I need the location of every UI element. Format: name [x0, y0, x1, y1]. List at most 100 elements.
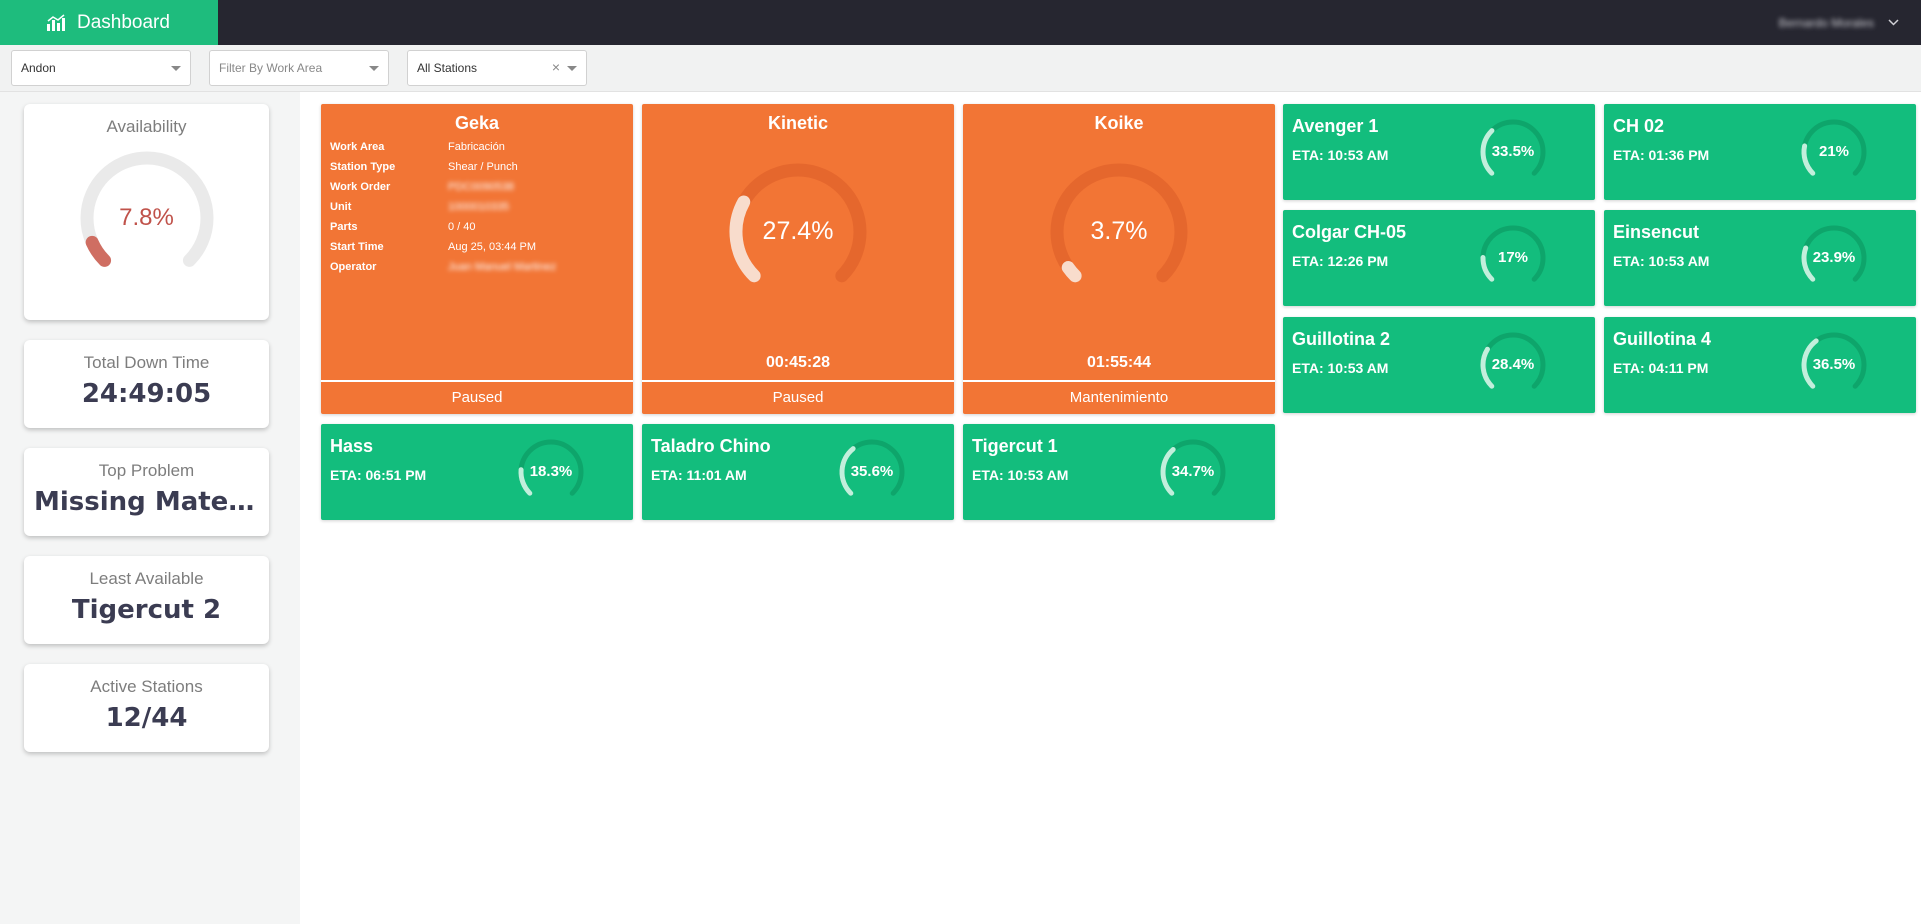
- station-eta: ETA: 10:53 AM: [1613, 253, 1710, 269]
- station-status: Mantenimiento: [963, 380, 1275, 414]
- view-select-value: Andon: [21, 61, 56, 75]
- stations-select-value: All Stations: [417, 61, 478, 75]
- detail-key: Parts: [330, 221, 358, 233]
- station-name: Koike: [1094, 113, 1144, 133]
- station-eta: ETA: 12:26 PM: [1292, 253, 1389, 269]
- detail-row: Work Area Fabricación: [330, 141, 556, 161]
- station-tile-colgar-ch-05[interactable]: Colgar CH-05 ETA: 12:26 PM 17%: [1283, 210, 1595, 306]
- availability-gauge-track: [80, 151, 213, 267]
- station-name: Geka: [454, 113, 500, 133]
- stations-select[interactable]: All Stations ×: [407, 50, 587, 86]
- detail-key: Start Time: [330, 241, 384, 253]
- station-percent: 21%: [1818, 143, 1850, 160]
- detail-value: 1000010335: [448, 201, 510, 213]
- detail-value: Juan Manuel Martinez: [448, 261, 557, 273]
- station-gauge: [1801, 119, 1867, 176]
- station-eta: ETA: 11:01 AM: [651, 467, 747, 483]
- station-status: Paused: [642, 380, 954, 414]
- station-percent: 33.5%: [1491, 143, 1535, 160]
- station-tile-einsencut[interactable]: Einsencut ETA: 10:53 AM 23.9%: [1604, 210, 1916, 306]
- station-gauge: [729, 163, 867, 283]
- clear-icon[interactable]: ×: [551, 59, 560, 75]
- station-eta: ETA: 10:53 AM: [1292, 147, 1389, 163]
- station-tile-tigercut-1[interactable]: Tigercut 1 ETA: 10:53 AM 34.7%: [963, 424, 1275, 520]
- station-gauge: [1801, 225, 1867, 282]
- dashboard-brand[interactable]: Dashboard: [0, 0, 218, 45]
- station-gauge-fill: [729, 195, 761, 283]
- station-tile-geka[interactable]: Geka Work Area Fabricación Station Type …: [321, 104, 633, 414]
- station-tile-taladro-chino[interactable]: Taladro Chino ETA: 11:01 AM 35.6%: [642, 424, 954, 520]
- top-bar: Dashboard Bernardo Morales: [0, 0, 1921, 45]
- availability-card: Availability 7.8%: [24, 104, 269, 320]
- station-gauge-fill: [1160, 446, 1176, 496]
- availability-label: Availability: [106, 117, 187, 136]
- station-timer: 00:45:28: [765, 354, 831, 371]
- detail-key: Operator: [330, 261, 377, 273]
- station-name: CH 02: [1613, 116, 1665, 136]
- active-stations-value: 12/44: [105, 703, 188, 733]
- station-gauge-fill: [1480, 346, 1495, 389]
- stations-grid: Geka Work Area Fabricación Station Type …: [300, 92, 1921, 924]
- top-problem-value: Missing Material: [34, 487, 269, 517]
- station-name: Tigercut 1: [972, 436, 1058, 456]
- station-gauge-fill: [1480, 255, 1495, 282]
- user-menu[interactable]: Bernardo Morales: [1779, 0, 1899, 45]
- detail-key: Work Order: [330, 181, 391, 193]
- station-name: Colgar CH-05: [1292, 222, 1407, 242]
- detail-value: 0 / 40: [448, 221, 476, 233]
- bar-chart-icon: [47, 13, 65, 31]
- caret-down-icon: [171, 66, 181, 71]
- detail-row: Operator Juan Manuel Martinez: [330, 261, 556, 281]
- caret-down-icon: [369, 66, 379, 71]
- station-percent: 28.4%: [1491, 356, 1535, 373]
- station-gauge: [1050, 163, 1188, 283]
- detail-row: Unit 1000010335: [330, 201, 556, 221]
- station-tile-avenger-1[interactable]: Avenger 1 ETA: 10:53 AM 33.5%: [1283, 104, 1595, 200]
- station-eta: ETA: 10:53 AM: [972, 467, 1069, 483]
- station-gauge: [839, 439, 905, 496]
- detail-value: Aug 25, 03:44 PM: [448, 241, 537, 253]
- detail-key: Unit: [330, 201, 352, 213]
- station-tile-guillotina-4[interactable]: Guillotina 4 ETA: 04:11 PM 36.5%: [1604, 317, 1916, 413]
- station-name: Einsencut: [1613, 222, 1700, 242]
- station-percent: 35.6%: [850, 463, 894, 480]
- view-select[interactable]: Andon: [11, 50, 191, 86]
- station-gauge-track: [1050, 163, 1188, 283]
- station-gauge-fill: [1801, 143, 1816, 176]
- station-name: Guillotina 4: [1613, 329, 1712, 349]
- station-percent: 18.3%: [529, 463, 573, 480]
- station-gauge-fill: [1801, 338, 1819, 389]
- availability-ring: [80, 151, 213, 267]
- station-percent: 36.5%: [1812, 356, 1856, 373]
- station-tile-guillotina-2[interactable]: Guillotina 2 ETA: 10:53 AM 28.4%: [1283, 317, 1595, 413]
- station-gauge: [1480, 119, 1546, 176]
- user-name: Bernardo Morales: [1778, 15, 1874, 30]
- top-problem-card: Top Problem Missing Material: [24, 448, 269, 536]
- chevron-down-icon: [1888, 19, 1899, 26]
- station-name: Hass: [330, 436, 374, 456]
- station-name: Taladro Chino: [651, 436, 771, 456]
- station-name: Guillotina 2: [1292, 329, 1391, 349]
- detail-row: Station Type Shear / Punch: [330, 161, 556, 181]
- station-tile-hass[interactable]: Hass ETA: 06:51 PM 18.3%: [321, 424, 633, 520]
- detail-value: PDC0090538: [448, 181, 515, 193]
- top-problem-label: Top Problem: [98, 461, 195, 480]
- station-gauge: [1480, 225, 1546, 282]
- detail-value: Shear / Punch: [448, 161, 518, 173]
- detail-key: Work Area: [330, 141, 385, 153]
- station-percent: 27.4%: [762, 217, 834, 245]
- station-tile-kinetic[interactable]: Kinetic 27.4% 00:45:28 Paused: [642, 104, 954, 414]
- availability-gauge: 7.8%: [72, 143, 222, 293]
- app-title: Dashboard: [77, 11, 170, 33]
- station-gauge-fill: [1480, 128, 1495, 176]
- active-stations-card: Active Stations 12/44: [24, 664, 269, 752]
- detail-row: Work Order PDC0090538: [330, 181, 556, 201]
- work-area-select[interactable]: Filter By Work Area: [209, 50, 389, 86]
- station-percent: 23.9%: [1812, 249, 1856, 266]
- station-eta: ETA: 04:11 PM: [1613, 360, 1709, 376]
- detail-key: Station Type: [330, 161, 396, 173]
- active-stations-label: Active Stations: [90, 677, 203, 696]
- station-tile-koike[interactable]: Koike 3.7% 01:55:44 Mantenimiento: [963, 104, 1275, 414]
- total-down-time-label: Total Down Time: [83, 353, 210, 372]
- station-tile-ch-02[interactable]: CH 02 ETA: 01:36 PM 21%: [1604, 104, 1916, 200]
